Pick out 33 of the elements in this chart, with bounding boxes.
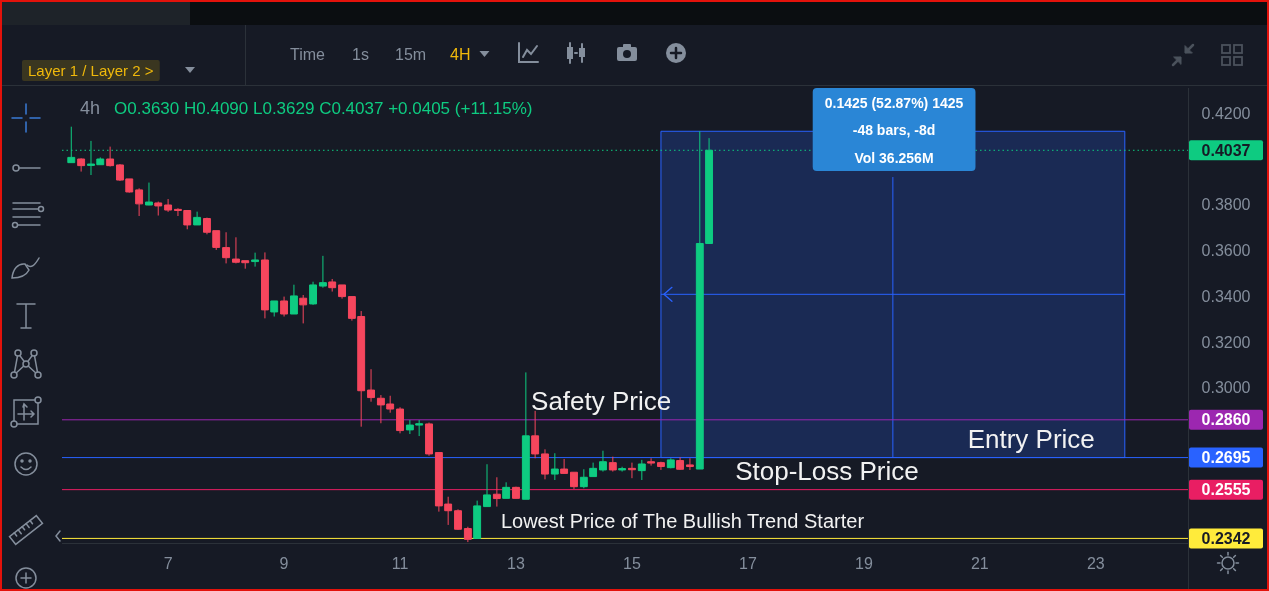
text: 15m xyxy=(395,46,427,63)
annotation: -48 bars, -8d xyxy=(852,121,936,138)
annotation: Vol 36.256M xyxy=(854,149,934,166)
y-tick-label: 0.3800 xyxy=(1201,196,1251,214)
y-tick-label: 0.3600 xyxy=(1201,241,1251,259)
ref-line-label: 0.2342 xyxy=(1201,530,1251,548)
x-tick-label: 7 xyxy=(163,555,173,572)
text: Time xyxy=(290,46,326,63)
annotation: Entry Price xyxy=(967,423,1095,454)
y-tick-label: 0.4200 xyxy=(1201,104,1251,122)
annotation: O0.3630 H0.4090 L0.3629 C0.4037 +0.0405 (+11.15%) xyxy=(114,99,533,118)
text: 1s xyxy=(352,46,369,63)
annotation: 0.1425 (52.87%) 1425 xyxy=(824,94,964,111)
x-tick-label: 17 xyxy=(739,555,757,572)
ref-line-label: 0.2555 xyxy=(1201,481,1251,499)
ref-line-label: 0.2860 xyxy=(1201,411,1251,429)
x-tick-label: 21 xyxy=(970,555,989,572)
x-tick-label: 9 xyxy=(279,555,289,572)
x-tick-label: 13 xyxy=(507,555,525,572)
ref-line-label: 0.4037 xyxy=(1201,141,1251,159)
annotation: Stop-Loss Price xyxy=(735,455,919,486)
annotation: Lowest Price of The Bullish Trend Starter xyxy=(500,510,865,533)
text: Layer 1 / Layer 2 > xyxy=(28,62,154,79)
y-tick-label: 0.3200 xyxy=(1201,333,1251,351)
x-tick-label: 11 xyxy=(391,555,409,572)
ref-line-label: 0.2695 xyxy=(1201,449,1251,467)
x-tick-label: 23 xyxy=(1086,555,1105,572)
y-tick-label: 0.3000 xyxy=(1201,379,1251,397)
text: 4h xyxy=(80,98,101,118)
x-tick-label: 15 xyxy=(623,555,641,572)
y-tick-label: 0.3400 xyxy=(1201,287,1251,305)
x-tick-label: 19 xyxy=(854,555,873,572)
text: 4H xyxy=(450,46,471,63)
